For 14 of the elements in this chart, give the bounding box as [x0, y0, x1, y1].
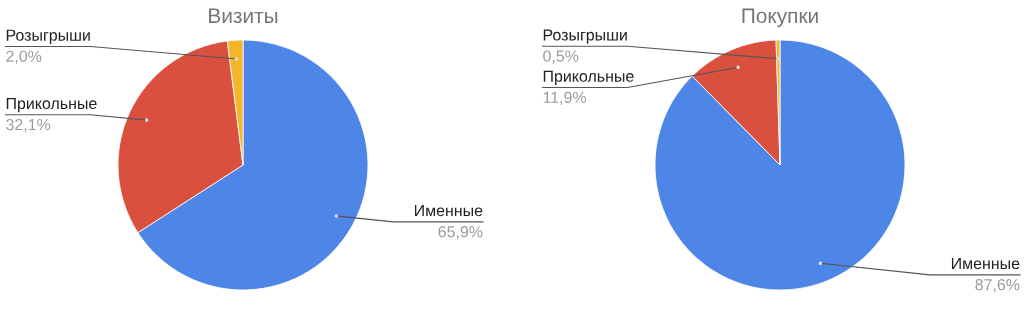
chart-title: Визиты — [209, 8, 278, 24]
slice-label: Розыгрыши — [543, 29, 627, 44]
data-label: 65,9% — [438, 226, 483, 240]
slice-label: Прикольные — [543, 70, 634, 86]
data-label: 32,1% — [6, 118, 51, 133]
slice-label: Именные — [951, 258, 1020, 270]
data-label: 2,0% — [6, 50, 42, 64]
data-label: 0,5% — [543, 50, 579, 64]
data-label: 87,6% — [975, 279, 1020, 293]
chart-title: Покупки — [742, 8, 818, 28]
slice-label: Именные — [414, 205, 483, 217]
data-label: 11,9% — [543, 91, 587, 105]
slice-label: Розыгрыши — [6, 29, 90, 44]
slice-label: Прикольные — [6, 97, 97, 113]
